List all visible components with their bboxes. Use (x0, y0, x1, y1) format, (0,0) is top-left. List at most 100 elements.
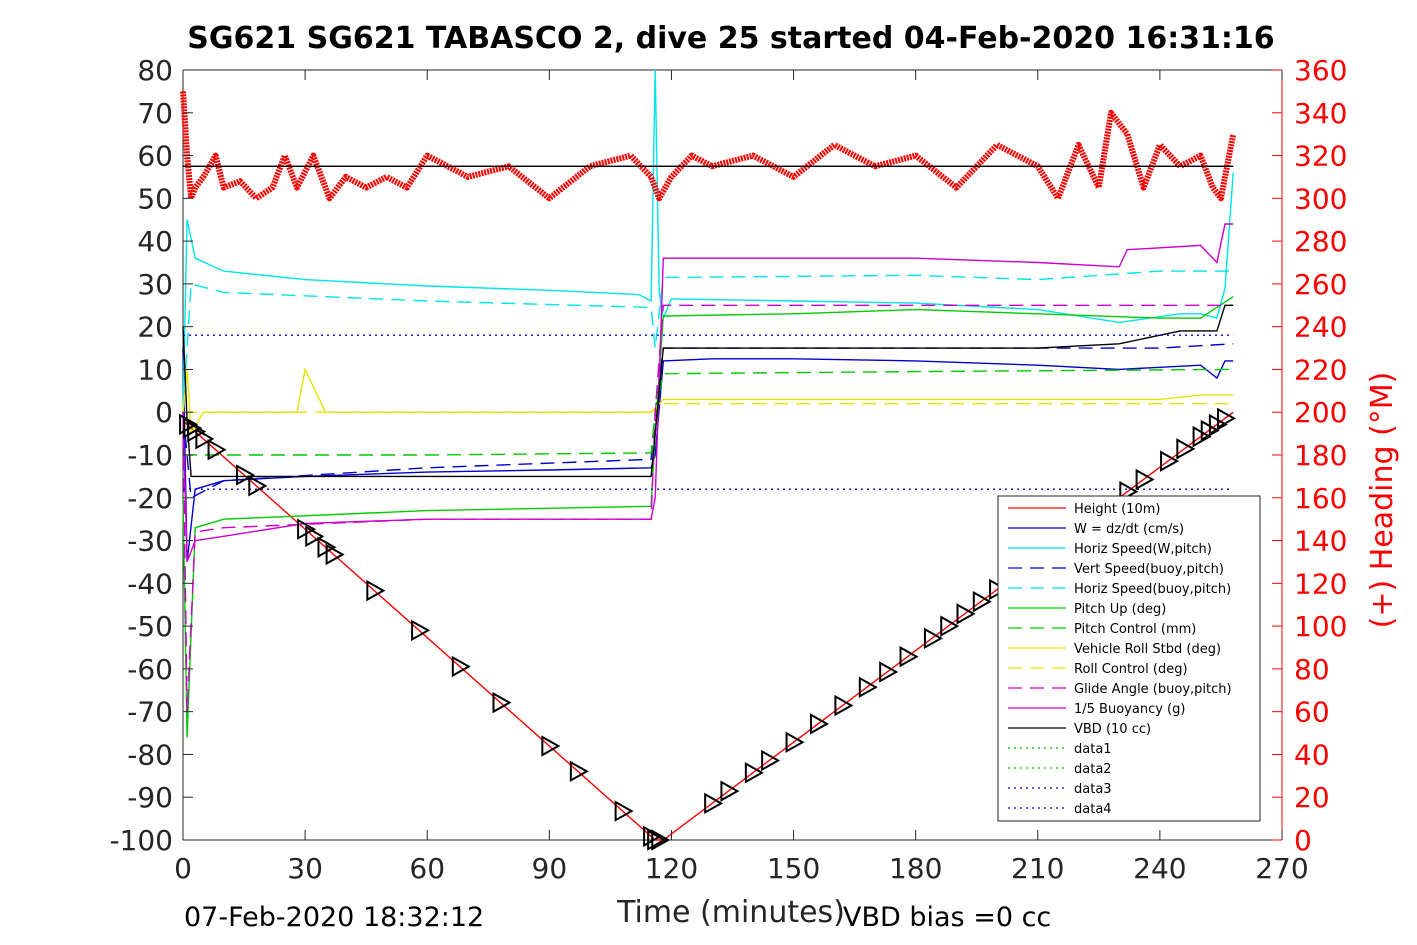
triangle-marker (325, 543, 345, 566)
right-tick-label: 140 (1294, 525, 1347, 558)
triangle-marker (704, 792, 724, 815)
series-line-6 (183, 368, 1234, 456)
chart-title: SG621 SG621 TABASCO 2, dive 25 started 0… (187, 21, 1274, 56)
triangle-marker (492, 691, 512, 714)
triangle-marker (183, 417, 203, 439)
triangle-marker (785, 731, 805, 753)
triangle-marker (366, 579, 386, 602)
triangle-marker (248, 475, 268, 497)
legend-label: 1/5 Buoyancy (g) (1074, 702, 1185, 717)
triangle-marker (305, 525, 325, 548)
y-tick-label: 80 (137, 54, 173, 87)
x-tick-label: 270 (1255, 852, 1308, 885)
triangle-marker (834, 694, 854, 717)
right-tick-label: 280 (1294, 225, 1347, 258)
triangle-marker (411, 619, 431, 642)
triangle-marker (744, 762, 764, 784)
right-tick-label: 120 (1294, 567, 1347, 600)
legend-label: VBD (10 cc) (1074, 722, 1151, 737)
y-tick-label: 0 (155, 396, 173, 429)
legend-label: data4 (1074, 802, 1112, 817)
right-tick-label: 100 (1294, 610, 1347, 643)
x-tick-label: 30 (287, 852, 323, 885)
y-tick-label: 40 (137, 225, 173, 258)
right-tick-label: 40 (1294, 738, 1330, 771)
triangle-marker (923, 627, 943, 650)
series-line-0 (182, 411, 1234, 841)
right-tick-label: 200 (1294, 396, 1347, 429)
series-layer (179, 69, 1237, 851)
x-tick-label: 150 (767, 852, 820, 885)
right-tick-label: 340 (1294, 97, 1347, 130)
legend-label: Pitch Control (mm) (1074, 622, 1196, 637)
triangle-marker (451, 655, 471, 678)
right-tick-label: 320 (1294, 140, 1347, 173)
y-tick-label: -20 (127, 482, 173, 515)
y-tick-label: -90 (127, 781, 173, 814)
y-tick-label: -70 (127, 696, 173, 729)
triangle-marker (858, 676, 878, 698)
triangle-marker (236, 464, 256, 486)
right-tick-label: 260 (1294, 268, 1347, 301)
series-line-heading (180, 91, 1237, 202)
x-tick-label: 60 (409, 852, 445, 885)
triangle-marker (541, 735, 561, 757)
triangle-marker (1160, 450, 1180, 472)
y-tick-label: 60 (137, 140, 173, 173)
right-tick-label: 180 (1294, 439, 1347, 472)
triangle-marker (647, 829, 667, 851)
y-tick-label: 20 (137, 311, 173, 344)
x-tick-label: 210 (1011, 852, 1064, 885)
right-tick-label: 300 (1294, 182, 1347, 215)
tick-layer: 0 30 60 90 120 150 180 210 240 270 80 70 60 50 40 30 20 1… (109, 54, 1347, 885)
series-line-4 (182, 270, 1234, 413)
triangle-marker (651, 829, 671, 851)
y-tick-label: -10 (127, 439, 173, 472)
y-tick-label: -50 (127, 610, 173, 643)
triangle-marker (761, 749, 781, 772)
series-line-11 (182, 304, 1234, 478)
right-tick-label: 0 (1294, 824, 1312, 857)
legend: Height (10m) W = dz/dt (cm/s) Horiz Speed(… (997, 495, 1261, 822)
triangle-marker (569, 760, 589, 783)
legend-label: Vehicle Roll Stbd (deg) (1074, 642, 1221, 657)
legend-label: Horiz Speed(W,pitch) (1074, 542, 1212, 557)
right-tick-label: 160 (1294, 482, 1347, 515)
triangle-marker (1135, 468, 1155, 491)
series-line-10 (182, 223, 1234, 563)
y-tick-label: 30 (137, 268, 173, 301)
triangle-marker (720, 780, 740, 802)
x-tick-label: 90 (532, 852, 568, 885)
triangle-marker (614, 800, 634, 822)
x-tick-label: 120 (645, 852, 698, 885)
footer-vbd-bias: VBD bias =0 cc (843, 902, 1051, 933)
y-tick-label: -30 (127, 525, 173, 558)
y-tick-label: -60 (127, 653, 173, 686)
right-axis-label: (+) Heading (°M) (1365, 372, 1400, 629)
y-tick-label: -100 (109, 824, 173, 857)
triangle-marker (972, 590, 992, 613)
triangle-marker (809, 713, 830, 735)
right-tick-label: 240 (1294, 311, 1347, 344)
x-tick-label: 180 (889, 852, 942, 885)
right-tick-label: 360 (1294, 54, 1347, 87)
legend-label: Glide Angle (buoy,pitch) (1074, 682, 1232, 697)
x-tick-label: 240 (1133, 852, 1186, 885)
y-tick-label: 70 (137, 97, 173, 130)
legend-label: data1 (1074, 742, 1112, 757)
triangle-marker (1217, 407, 1237, 430)
series-line-8 (183, 403, 1234, 413)
legend-label: data2 (1074, 762, 1112, 777)
footer-timestamp: 07-Feb-2020 18:32:12 (184, 902, 484, 933)
triangle-marker (195, 428, 215, 450)
triangle-marker (207, 438, 227, 461)
triangle-marker (1176, 438, 1196, 460)
y-tick-label: 10 (137, 353, 173, 386)
legend-label: data3 (1074, 782, 1112, 797)
right-tick-label: 80 (1294, 653, 1330, 686)
legend-label: Pitch Up (deg) (1074, 602, 1166, 617)
right-tick-label: 60 (1294, 696, 1330, 729)
triangle-marker (879, 661, 899, 683)
x-tick-label: 0 (174, 852, 192, 885)
legend-label: W = dz/dt (cm/s) (1074, 522, 1184, 537)
